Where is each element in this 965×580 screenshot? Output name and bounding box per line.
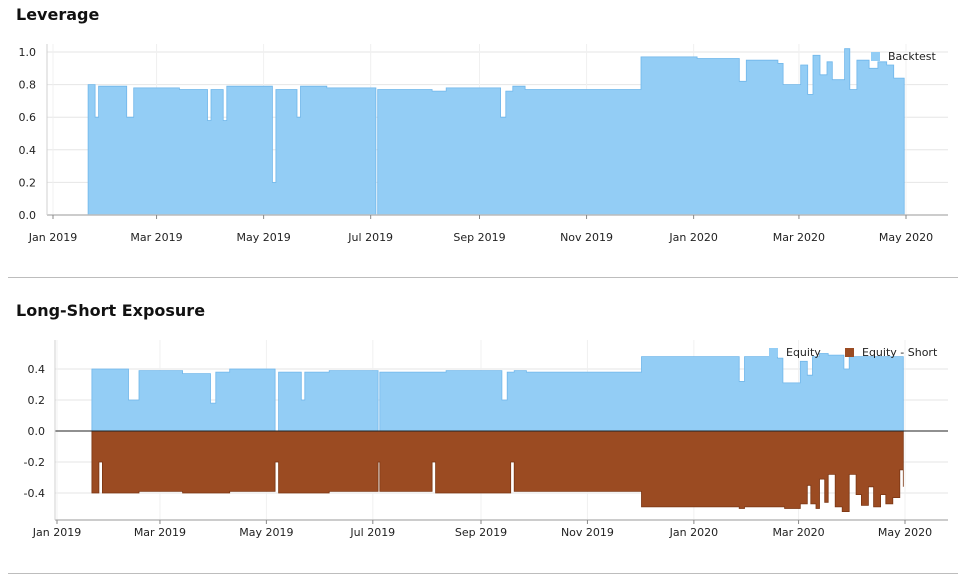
x-tick-label: Jul 2019	[349, 526, 395, 539]
x-tick-label: Jan 2020	[669, 526, 718, 539]
x-tick-label: Sep 2019	[455, 526, 507, 539]
y-tick-label: 1.0	[19, 46, 37, 59]
leverage-chart: 0.0 0.2 0.4 0.6 0.8 1.0 Jan 2019 Mar 2019 May 20…	[19, 44, 948, 244]
legend-swatch	[845, 348, 854, 357]
exposure-chart: -0.4 -0.2 0.0 0.2 0.4 Jan 2019 Mar 2019 May 201…	[24, 340, 948, 539]
x-tick-label: May 2019	[237, 231, 291, 244]
x-tick-label: May 2020	[878, 526, 932, 539]
x-tick-label: Jan 2019	[28, 231, 77, 244]
y-tick-label: 0.4	[19, 144, 37, 157]
panel-divider	[8, 573, 958, 574]
x-tick-label: Mar 2020	[773, 231, 825, 244]
x-tick-label: May 2020	[879, 231, 933, 244]
y-tick-label: 0.2	[19, 176, 37, 189]
y-tick-label: 0.0	[28, 425, 46, 438]
x-tick-label: Nov 2019	[560, 231, 613, 244]
y-tick-label: 0.6	[19, 111, 37, 124]
x-tick-label: Jan 2019	[32, 526, 81, 539]
series-area-1	[91, 430, 904, 512]
exposure-chart-title: Long-Short Exposure	[16, 301, 206, 320]
legend-label: Equity	[786, 346, 821, 359]
x-tick-label: Jan 2020	[668, 231, 717, 244]
x-tick-label: Mar 2019	[130, 231, 182, 244]
leverage-chart-title: Leverage	[16, 5, 100, 24]
y-tick-label: 0.4	[28, 363, 46, 376]
legend-label: Backtest	[888, 50, 937, 63]
series-area-0	[87, 48, 905, 216]
x-tick-label: Sep 2019	[453, 231, 505, 244]
y-tick-label: 0.8	[19, 79, 37, 92]
y-tick-label: 0.2	[28, 394, 46, 407]
y-tick-label: -0.4	[24, 487, 45, 500]
legend-swatch	[769, 348, 778, 357]
y-tick-label: -0.2	[24, 456, 45, 469]
x-tick-label: Mar 2019	[134, 526, 186, 539]
x-tick-label: Nov 2019	[561, 526, 614, 539]
x-tick-label: Jul 2019	[347, 231, 393, 244]
series-area-0	[91, 353, 904, 432]
legend-label: Equity - Short	[862, 346, 938, 359]
x-tick-label: Mar 2020	[772, 526, 824, 539]
x-tick-label: May 2019	[239, 526, 293, 539]
legend-swatch	[871, 52, 880, 61]
y-tick-label: 0.0	[19, 209, 37, 222]
panel-divider	[8, 277, 958, 278]
